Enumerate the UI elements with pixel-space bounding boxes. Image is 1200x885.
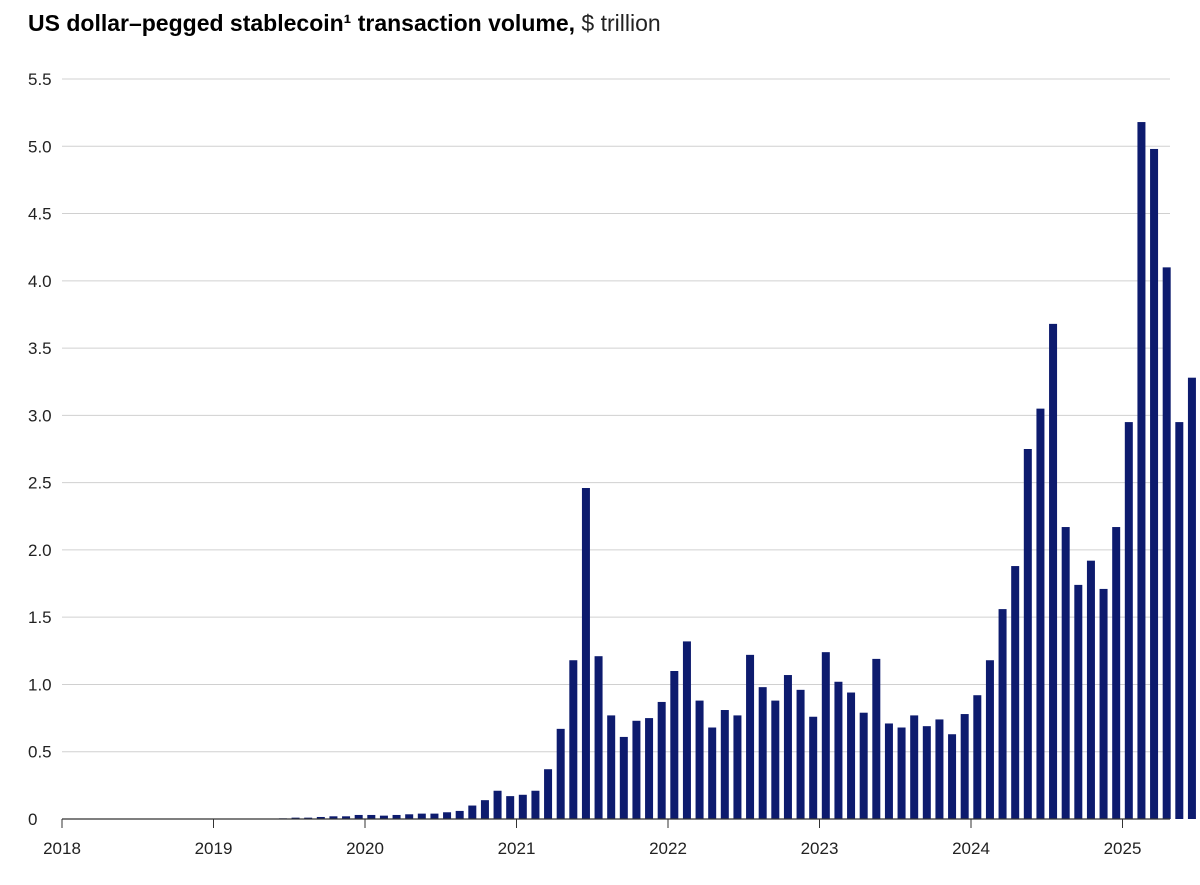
bar bbox=[291, 817, 300, 819]
y-tick-label: 0.5 bbox=[28, 743, 52, 762]
x-tick-label: 2022 bbox=[649, 839, 687, 858]
y-tick-label: 3.5 bbox=[28, 339, 52, 358]
y-tick-label: 5.5 bbox=[28, 70, 52, 89]
bar bbox=[594, 656, 603, 819]
bar bbox=[733, 715, 742, 819]
bar bbox=[506, 796, 515, 819]
bar bbox=[632, 720, 641, 819]
y-tick-label: 5.0 bbox=[28, 137, 52, 156]
bar bbox=[417, 813, 426, 819]
bar bbox=[480, 800, 489, 819]
bar bbox=[746, 654, 755, 819]
bar bbox=[859, 712, 868, 819]
x-tick-label: 2023 bbox=[801, 839, 839, 858]
bar bbox=[682, 641, 691, 819]
bar bbox=[821, 652, 830, 819]
bar bbox=[884, 723, 893, 819]
bar bbox=[670, 671, 679, 819]
bar bbox=[493, 790, 502, 819]
x-tick-label: 2020 bbox=[346, 839, 384, 858]
bar bbox=[1187, 377, 1196, 819]
bar bbox=[304, 817, 313, 819]
x-tick-label: 2024 bbox=[952, 839, 990, 858]
bar bbox=[1099, 588, 1108, 819]
bar bbox=[619, 736, 628, 819]
y-tick-label: 4.0 bbox=[28, 272, 52, 291]
bar bbox=[935, 719, 944, 819]
bar bbox=[1074, 584, 1083, 819]
bar bbox=[960, 714, 969, 819]
chart-title-main: US dollar–pegged stablecoin¹ transaction… bbox=[28, 10, 576, 36]
bar bbox=[1011, 566, 1020, 819]
chart-title: US dollar–pegged stablecoin¹ transaction… bbox=[28, 8, 661, 38]
bar bbox=[998, 609, 1007, 819]
y-tick-label: 2.5 bbox=[28, 474, 52, 493]
x-tick-label: 2019 bbox=[195, 839, 233, 858]
bar bbox=[556, 728, 565, 819]
bar bbox=[771, 700, 780, 819]
bar bbox=[783, 675, 792, 819]
bar bbox=[455, 810, 464, 819]
bar bbox=[897, 727, 906, 819]
bar bbox=[985, 660, 994, 819]
bar bbox=[367, 814, 376, 819]
bar bbox=[1049, 323, 1058, 819]
bar bbox=[973, 695, 982, 819]
bar bbox=[518, 794, 527, 819]
bar bbox=[1112, 527, 1121, 819]
bar bbox=[1036, 408, 1045, 819]
bar bbox=[834, 681, 843, 819]
y-tick-label: 4.5 bbox=[28, 205, 52, 224]
bar bbox=[607, 715, 616, 819]
bar bbox=[1162, 267, 1171, 819]
bar bbox=[354, 814, 363, 819]
bar bbox=[720, 710, 729, 819]
bar bbox=[544, 769, 553, 819]
bar bbox=[922, 726, 931, 819]
bar bbox=[708, 727, 717, 819]
y-tick-label: 2.0 bbox=[28, 541, 52, 560]
x-tick-label: 2021 bbox=[498, 839, 536, 858]
y-tick-label: 1.0 bbox=[28, 675, 52, 694]
x-tick-label: 2018 bbox=[43, 839, 81, 858]
bar bbox=[1124, 422, 1133, 819]
bar bbox=[342, 816, 351, 819]
bar bbox=[392, 814, 401, 819]
bar bbox=[758, 687, 767, 819]
bar bbox=[645, 718, 654, 819]
bar bbox=[316, 816, 325, 819]
bar bbox=[1086, 560, 1095, 819]
chart-title-unit: $ trillion bbox=[581, 10, 661, 36]
bar bbox=[531, 790, 540, 819]
bar bbox=[847, 692, 856, 819]
x-tick-label: 2025 bbox=[1104, 839, 1142, 858]
bar bbox=[379, 815, 388, 819]
bar bbox=[468, 805, 477, 819]
bar bbox=[809, 716, 818, 819]
bar bbox=[569, 660, 578, 819]
y-tick-label: 3.0 bbox=[28, 406, 52, 425]
bar bbox=[1175, 422, 1184, 819]
bar bbox=[872, 658, 881, 819]
bar bbox=[430, 813, 439, 819]
bar bbox=[695, 700, 704, 819]
bar bbox=[910, 715, 919, 819]
bar bbox=[405, 814, 414, 819]
bar bbox=[1150, 148, 1159, 820]
bar bbox=[657, 701, 666, 819]
bar bbox=[1061, 527, 1070, 819]
bar bbox=[443, 812, 452, 819]
bar bbox=[329, 816, 338, 819]
y-tick-label: 1.5 bbox=[28, 608, 52, 627]
bar bbox=[581, 488, 590, 819]
bar bbox=[1023, 449, 1032, 819]
bar bbox=[1137, 122, 1146, 819]
bar bbox=[796, 689, 805, 819]
bar bbox=[948, 734, 957, 819]
y-tick-label: 0 bbox=[28, 810, 37, 829]
